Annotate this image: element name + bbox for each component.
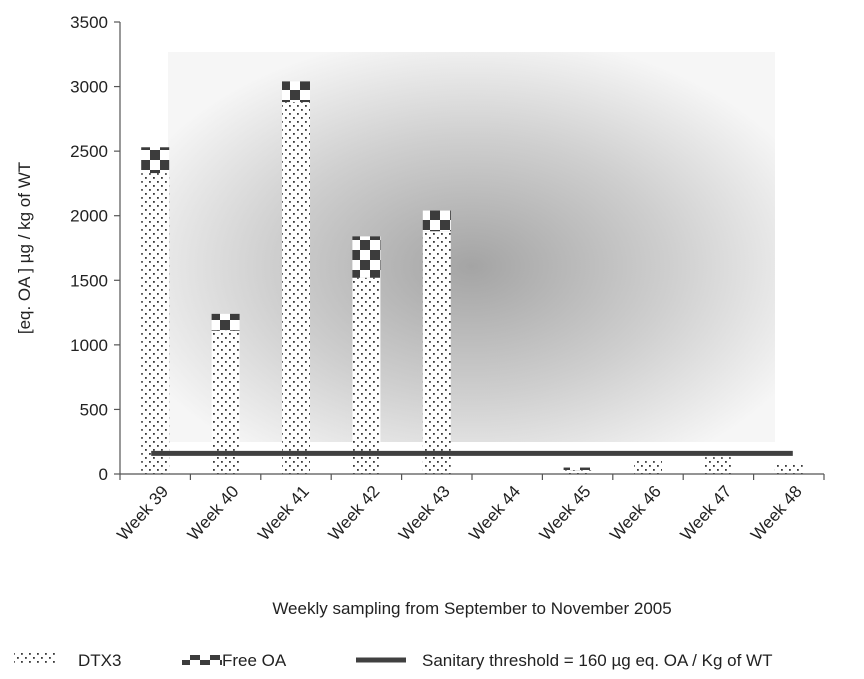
bar-segment-dtx3 bbox=[634, 461, 662, 474]
y-tick-label: 500 bbox=[80, 400, 108, 419]
x-tick-label: Week 47 bbox=[677, 482, 736, 544]
x-tick-label: Week 40 bbox=[184, 482, 243, 544]
bar-segment-free-oa bbox=[422, 210, 451, 232]
bar-segment-dtx3 bbox=[422, 231, 451, 474]
x-tick-label: Week 41 bbox=[254, 482, 313, 544]
legend-label-threshold: Sanitary threshold = 160 µg eq. OA / Kg … bbox=[422, 651, 772, 670]
bar-segment-free-oa bbox=[282, 81, 310, 103]
y-tick-label: 2500 bbox=[70, 142, 108, 161]
bar-segment-free-oa bbox=[352, 236, 381, 278]
x-tick-label: Week 39 bbox=[113, 482, 172, 544]
legend-label-free-oa: Free OA bbox=[222, 651, 287, 670]
bar-segment-dtx3 bbox=[352, 277, 381, 474]
bar-segment-dtx3 bbox=[282, 102, 310, 474]
y-tick-label: 3000 bbox=[70, 78, 108, 97]
bar-segment-dtx3 bbox=[704, 457, 733, 474]
x-tick-label: Week 46 bbox=[606, 482, 665, 544]
y-tick-label: 3500 bbox=[70, 13, 108, 32]
y-tick-label: 2000 bbox=[70, 207, 108, 226]
x-tick-label: Week 45 bbox=[536, 482, 595, 544]
bar-segment-free-oa bbox=[563, 467, 592, 471]
bar-segment-free-oa bbox=[141, 147, 170, 174]
legend-swatch-free-oa bbox=[182, 655, 222, 665]
y-tick-label: 1000 bbox=[70, 336, 108, 355]
bar-segment-dtx3 bbox=[563, 470, 592, 474]
x-tick-label: Week 44 bbox=[465, 482, 524, 544]
y-tick-label: 0 bbox=[99, 465, 108, 484]
plot-background bbox=[168, 52, 775, 442]
legend-label-dtx3: DTX3 bbox=[78, 651, 121, 670]
legend-swatch-dtx3 bbox=[14, 653, 56, 665]
bar-segment-dtx3 bbox=[141, 173, 170, 474]
x-tick-label: Week 42 bbox=[325, 482, 384, 544]
x-tick-label: Week 43 bbox=[395, 482, 454, 544]
y-tick-label: 1500 bbox=[70, 271, 108, 290]
bar-segment-dtx3 bbox=[774, 464, 803, 474]
x-axis-title: Weekly sampling from September to Novemb… bbox=[272, 599, 671, 618]
bar-segment-free-oa bbox=[211, 313, 240, 331]
y-axis-title: [eq. OA ] µg / kg of WT bbox=[15, 162, 34, 334]
legend: DTX3 Free OA Sanitary threshold = 160 µg… bbox=[14, 651, 772, 670]
x-axis-ticks: Week 39 Week 40 Week 41 Week 42 Week 43 Week … bbox=[113, 474, 825, 544]
y-axis-ticks: 0 500 1000 1500 2000 2500 3000 3500 bbox=[70, 13, 120, 484]
x-tick-label: Week 48 bbox=[747, 482, 806, 544]
bar-segment-dtx3 bbox=[211, 330, 240, 474]
bars-group bbox=[141, 81, 803, 474]
